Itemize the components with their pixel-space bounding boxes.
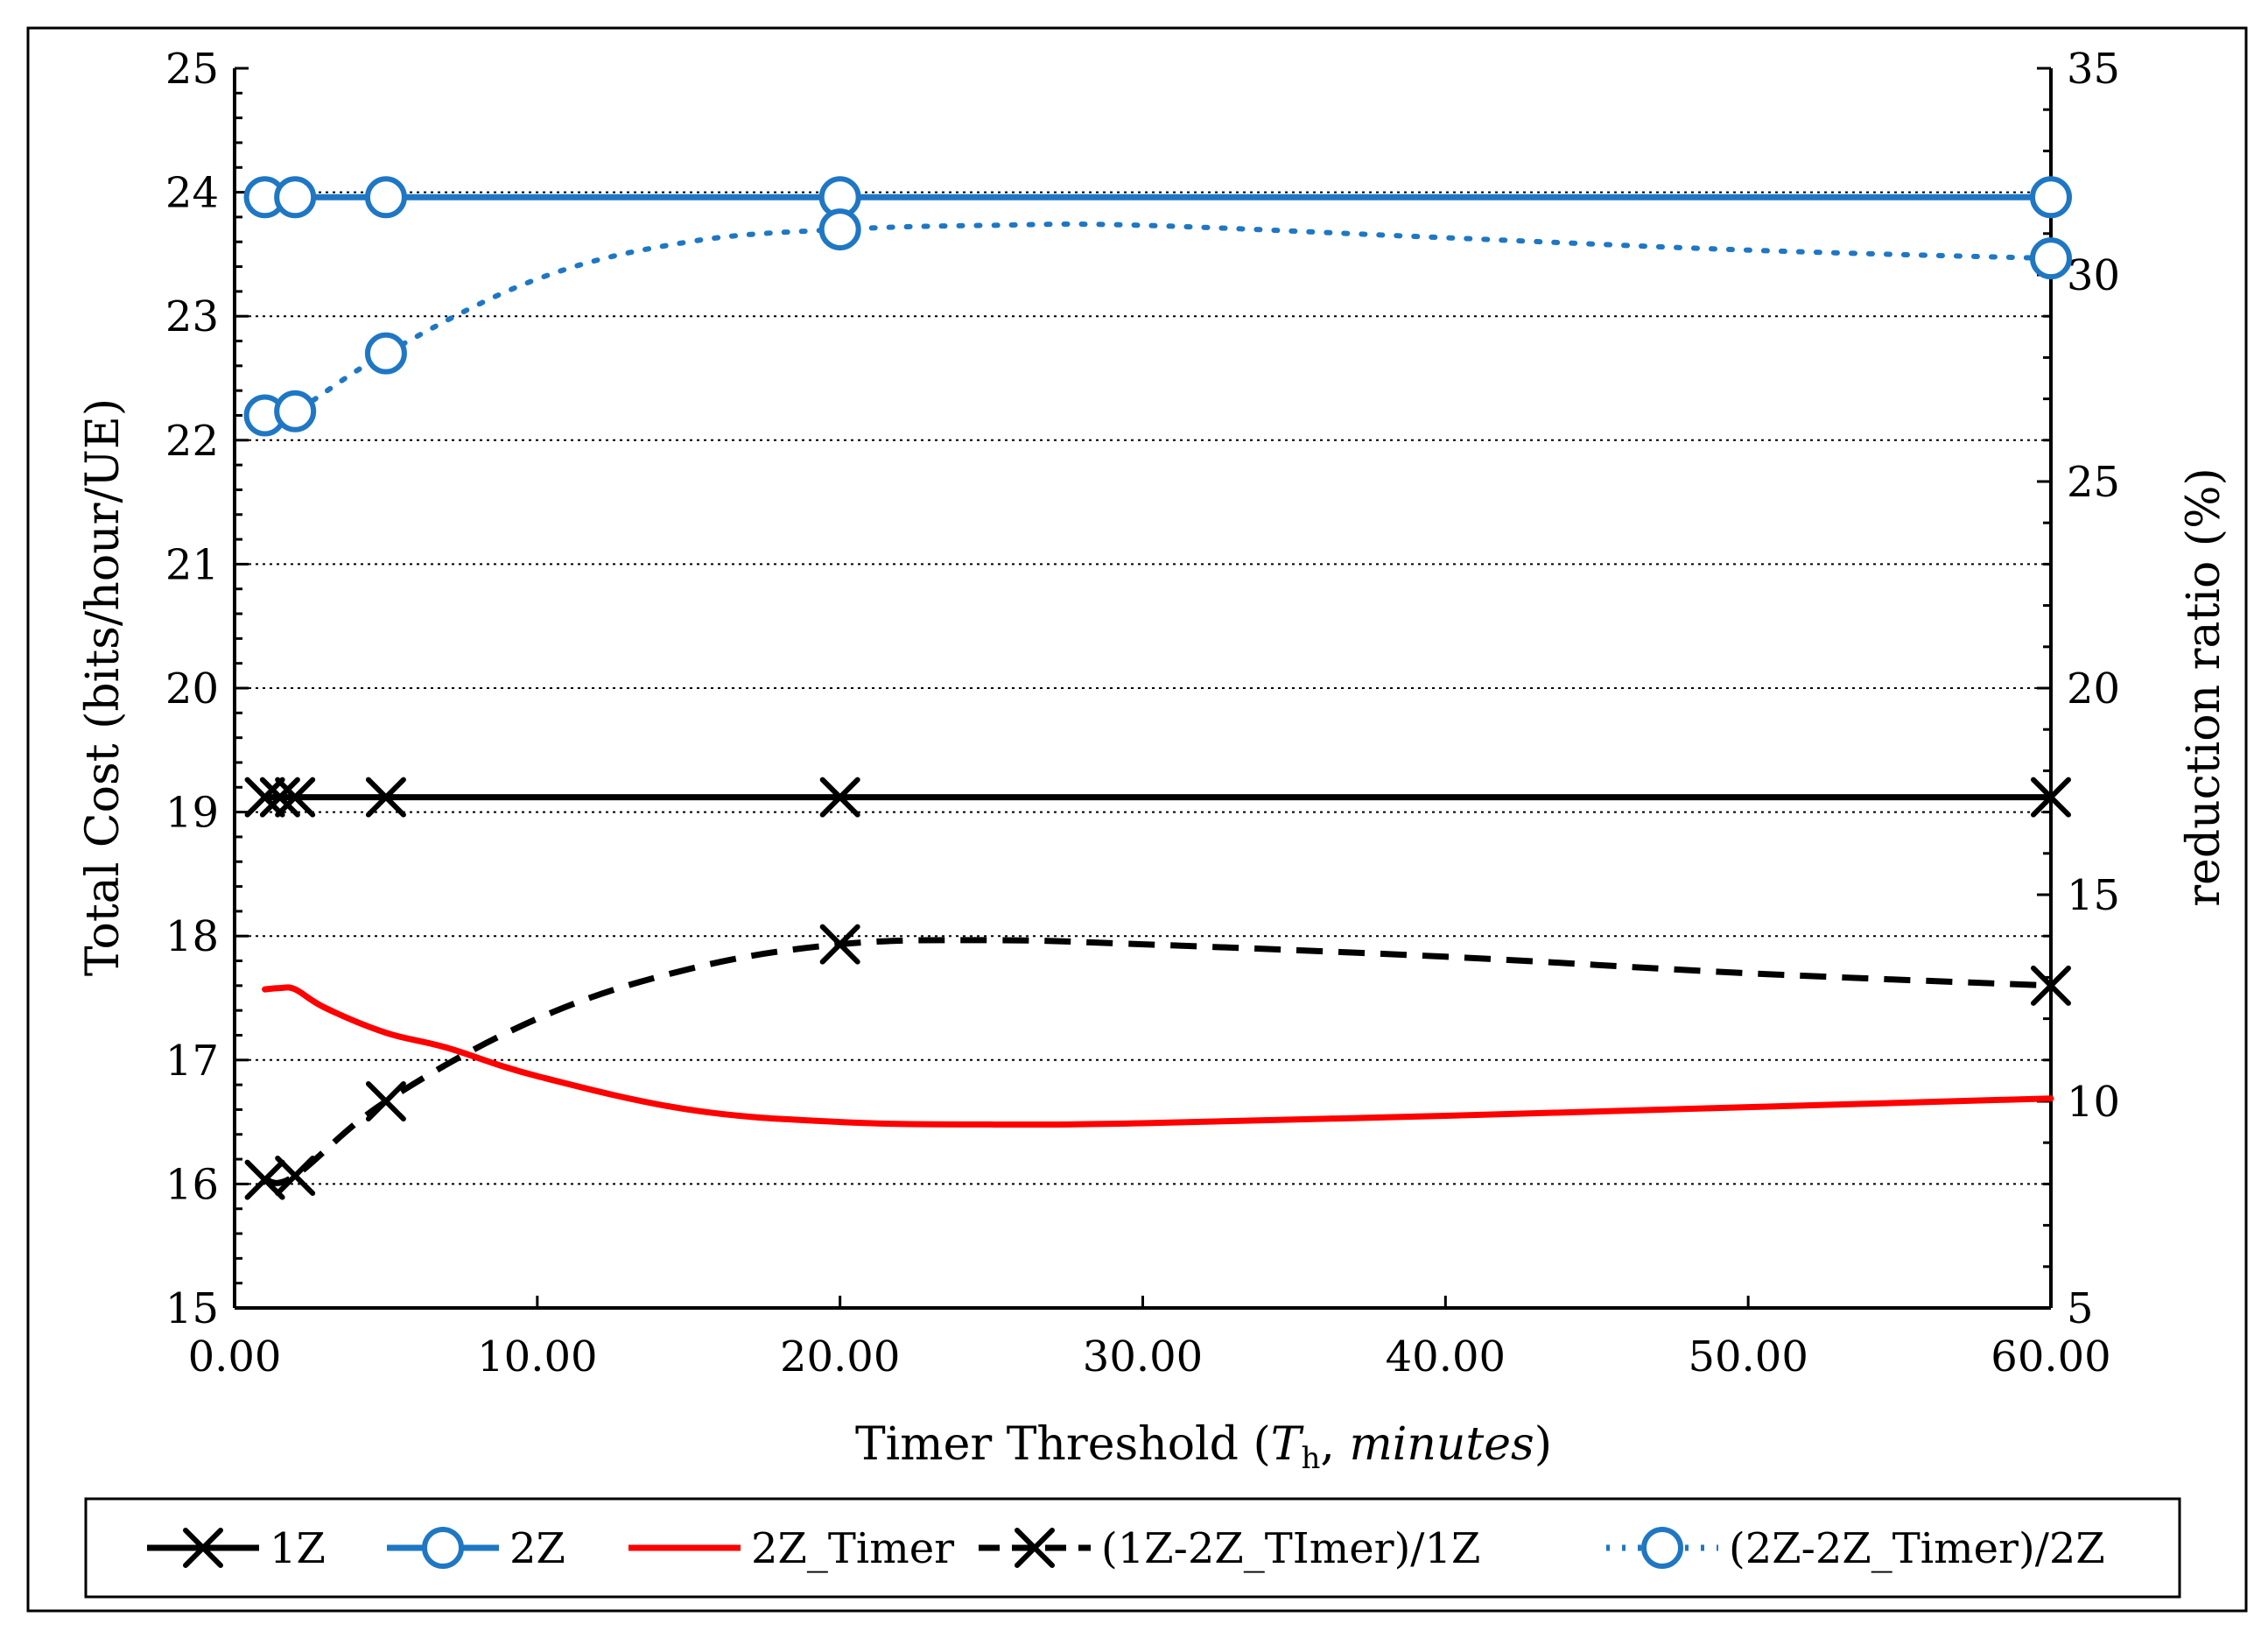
legend-marker	[422, 1527, 464, 1569]
y-axis-right-label: reduction ratio (%)	[2178, 467, 2230, 907]
y-left-tick-label: 19	[165, 789, 219, 838]
y-left-tick-label: 20	[165, 664, 219, 714]
legend-label: 2Z_Timer	[751, 1524, 954, 1573]
data-point-marker	[2030, 237, 2072, 280]
data-point-marker	[2031, 965, 2071, 1006]
data-point-marker	[364, 332, 407, 375]
y-right-tick-label: 25	[2067, 458, 2120, 507]
y-right-tick-label: 15	[2067, 871, 2120, 920]
x-tick-label: 30.00	[1083, 1332, 1203, 1381]
data-point-marker	[818, 208, 861, 251]
data-point-marker	[275, 777, 316, 818]
data-point-marker	[364, 176, 407, 219]
series-line	[264, 937, 2052, 1186]
series-markers	[243, 176, 2072, 1200]
data-point-marker	[274, 176, 317, 219]
data-point-marker	[274, 390, 317, 432]
data-point-marker	[244, 777, 285, 818]
y-left-tick-label: 15	[165, 1284, 219, 1333]
data-point-marker	[275, 1155, 316, 1196]
data-point-marker	[819, 924, 860, 965]
y-left-tick-label: 16	[165, 1160, 219, 1209]
y-left-tick-label: 25	[165, 45, 219, 94]
data-point-marker	[365, 1081, 406, 1121]
legend-items: 1Z 2Z 2Z_Timer (1Z-2Z_TImer)/1Z (2Z-2Z_Timer…	[147, 1524, 2105, 1573]
y-right-tick-label: 35	[2067, 45, 2120, 94]
data-point-marker	[2030, 176, 2072, 219]
data-point-marker	[819, 777, 860, 818]
x-tick-label: 20.00	[780, 1332, 900, 1381]
outer-frame	[26, 26, 2248, 1613]
grid-lines	[235, 191, 2051, 1185]
legend-label: 2Z	[509, 1524, 565, 1573]
series-lines	[262, 193, 2054, 1186]
y-right-tick-label: 10	[2067, 1078, 2120, 1127]
y-left-tick-label: 23	[165, 292, 219, 341]
data-point-marker	[2031, 777, 2071, 818]
x-axis-label: Timer Threshold (Th, minutes)	[855, 1418, 1552, 1476]
y-left-tick-label: 22	[165, 417, 219, 466]
x-tick-label: 0.00	[188, 1332, 282, 1381]
y-axis-left-label: Total Cost (bits/hour/UE)	[77, 398, 130, 976]
y-left-tick-label: 24	[165, 169, 219, 218]
legend-marker	[1015, 1528, 1055, 1568]
y-right-tick-label: 5	[2067, 1284, 2094, 1333]
legend-label: 1Z	[270, 1524, 326, 1573]
legend: 1Z 2Z 2Z_Timer (1Z-2Z_TImer)/1Z (2Z-2Z_Timer…	[84, 1497, 2181, 1599]
legend-marker	[1641, 1527, 1683, 1569]
x-tick-label: 40.00	[1386, 1332, 1506, 1381]
y-left-tick-label: 17	[165, 1037, 219, 1086]
x-tick-label: 50.00	[1688, 1332, 1808, 1381]
legend-label: (1Z-2Z_TImer)/1Z	[1101, 1524, 1480, 1573]
series-line	[262, 984, 2054, 1128]
legend-label: (2Z-2Z_Timer)/2Z	[1729, 1524, 2105, 1573]
data-point-marker	[259, 777, 300, 818]
y-left-tick-label: 21	[165, 540, 219, 589]
legend-marker	[183, 1528, 223, 1568]
x-tick-label: 10.00	[477, 1332, 597, 1381]
x-tick-label: 60.00	[1991, 1332, 2110, 1381]
data-point-marker	[365, 777, 406, 818]
y-right-tick-label: 20	[2067, 664, 2120, 714]
y-right-tick-label: 30	[2067, 251, 2120, 300]
axes: 15 16 17 18 19 20 21 22 23 24 25 5 10 15 20 25 30 35 0.00 1…	[165, 45, 2120, 1381]
y-left-tick-label: 18	[165, 912, 219, 961]
